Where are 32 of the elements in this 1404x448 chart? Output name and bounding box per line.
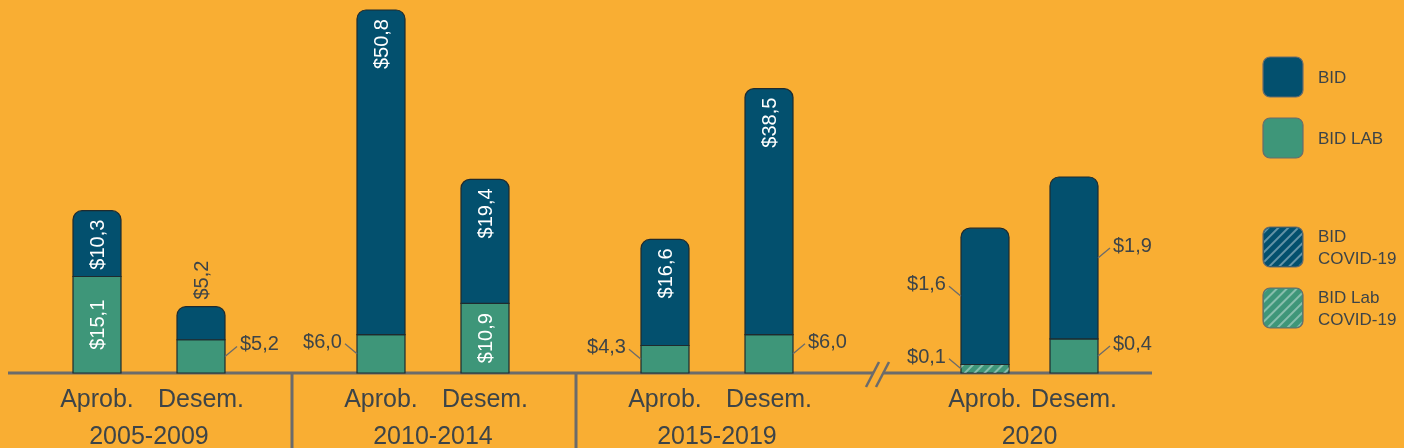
x-tick-label: Aprob. — [60, 384, 134, 412]
data-label: $5,2 — [240, 332, 279, 355]
x-tick-label: Desem. — [725, 384, 813, 412]
legend-label: BID LAB — [1318, 128, 1384, 148]
data-label: $6,0 — [303, 329, 342, 352]
x-tick-label: Aprob. — [344, 384, 418, 412]
legend-label: BID COVID-19 — [1318, 226, 1397, 268]
x-tick-label: Desem. — [157, 384, 245, 412]
text: 2010-2014 — [373, 421, 493, 448]
data-label: $15,1 — [86, 299, 108, 350]
data-label: $1,6 — [907, 272, 946, 295]
data-label: $38,5 — [758, 97, 780, 148]
data-label: $0,4 — [1113, 331, 1152, 354]
text: 2015-2019 — [657, 421, 777, 448]
text: 2005-2009 — [89, 421, 209, 448]
data-label: $16,6 — [654, 248, 676, 299]
data-label: $10,3 — [86, 219, 108, 270]
data-label: $19,4 — [474, 188, 496, 239]
x-tick-label: Desem. — [441, 384, 529, 412]
data-label: $5,2 — [190, 260, 212, 300]
x-tick-label: Aprob. — [948, 384, 1022, 412]
data-label: $0,1 — [907, 344, 946, 367]
data-label: $10,9 — [474, 313, 496, 364]
legend-label: BID Lab COVID-19 — [1318, 287, 1397, 329]
data-label: $1,9 — [1113, 233, 1152, 256]
text: 2020 — [1001, 421, 1058, 448]
data-label: $6,0 — [808, 329, 847, 352]
legend-label: BID — [1318, 67, 1347, 87]
x-tick-label: Aprob. — [628, 384, 702, 412]
data-label: $4,3 — [587, 335, 626, 358]
data-label: $50,8 — [370, 19, 392, 70]
x-tick-label: Desem. — [1030, 384, 1118, 412]
